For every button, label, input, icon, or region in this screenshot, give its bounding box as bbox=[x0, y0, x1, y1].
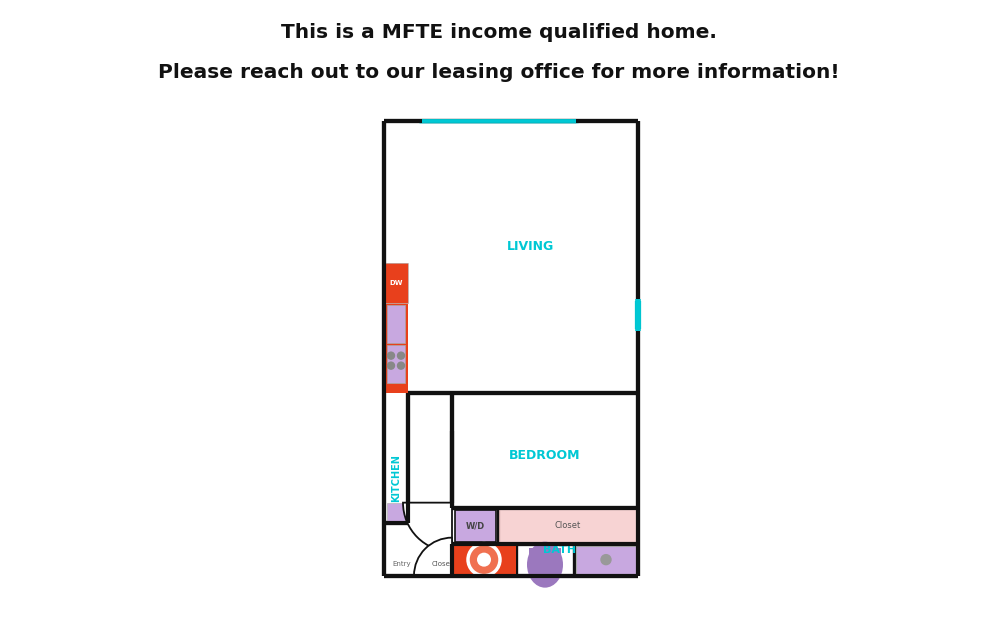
Text: Closet: Closet bbox=[431, 561, 453, 567]
Circle shape bbox=[477, 553, 491, 567]
Circle shape bbox=[468, 543, 500, 576]
Bar bbox=[384, 263, 408, 393]
Circle shape bbox=[397, 362, 404, 369]
Bar bbox=[384, 263, 408, 302]
Text: DW: DW bbox=[389, 280, 403, 285]
Ellipse shape bbox=[527, 541, 563, 588]
Wedge shape bbox=[403, 503, 452, 552]
Bar bbox=[387, 345, 405, 382]
Bar bbox=[452, 543, 516, 576]
Circle shape bbox=[397, 352, 404, 359]
Bar bbox=[576, 546, 636, 573]
Bar bbox=[387, 503, 405, 521]
Text: Please reach out to our leasing office for more information!: Please reach out to our leasing office f… bbox=[159, 63, 839, 82]
Text: Closet: Closet bbox=[555, 521, 581, 530]
Circle shape bbox=[387, 362, 394, 369]
Bar bbox=[499, 510, 636, 541]
Text: KITCHEN: KITCHEN bbox=[391, 454, 401, 501]
Circle shape bbox=[601, 555, 611, 565]
Text: This is a MFTE income qualified home.: This is a MFTE income qualified home. bbox=[281, 23, 717, 42]
Bar bbox=[387, 305, 405, 342]
Text: BATH: BATH bbox=[544, 545, 577, 555]
Bar bbox=[529, 548, 561, 566]
Text: BEDROOM: BEDROOM bbox=[509, 449, 581, 461]
Circle shape bbox=[387, 352, 394, 359]
Text: W/D: W/D bbox=[465, 521, 485, 530]
Text: Entry: Entry bbox=[392, 561, 411, 567]
Wedge shape bbox=[414, 538, 452, 576]
Bar bbox=[455, 510, 496, 541]
Text: LIVING: LIVING bbox=[507, 240, 555, 253]
